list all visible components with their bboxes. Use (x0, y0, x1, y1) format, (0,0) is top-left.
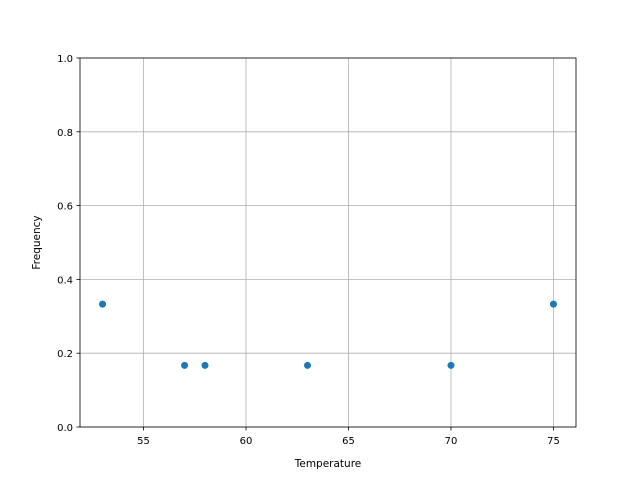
x-tick-label: 70 (445, 436, 458, 447)
data-points (99, 300, 557, 369)
data-point (447, 361, 455, 369)
y-tick-label: 0.4 (57, 275, 73, 286)
y-tick-label: 1.0 (57, 54, 73, 65)
x-tick-label: 65 (342, 436, 355, 447)
x-tick-label: 55 (137, 436, 150, 447)
x-axis-label: Temperature (294, 458, 362, 470)
plot-area-frame (79, 57, 577, 428)
y-tick-label: 0.0 (57, 423, 73, 434)
y-tick-label: 0.6 (57, 202, 73, 213)
data-point (99, 300, 107, 308)
y-tick-label: 0.2 (57, 349, 73, 360)
x-tick-label: 75 (547, 436, 560, 447)
data-point (201, 361, 209, 369)
data-point (181, 361, 189, 369)
y-tick-label: 0.8 (57, 128, 73, 139)
data-point (304, 361, 312, 369)
data-point (549, 300, 557, 308)
x-axis: 55 60 65 70 75 (137, 427, 560, 447)
x-tick-label: 60 (240, 436, 253, 447)
y-axis-label: Frequency (31, 215, 43, 269)
y-axis: 0.0 0.2 0.4 0.6 0.8 1.0 (57, 54, 80, 434)
